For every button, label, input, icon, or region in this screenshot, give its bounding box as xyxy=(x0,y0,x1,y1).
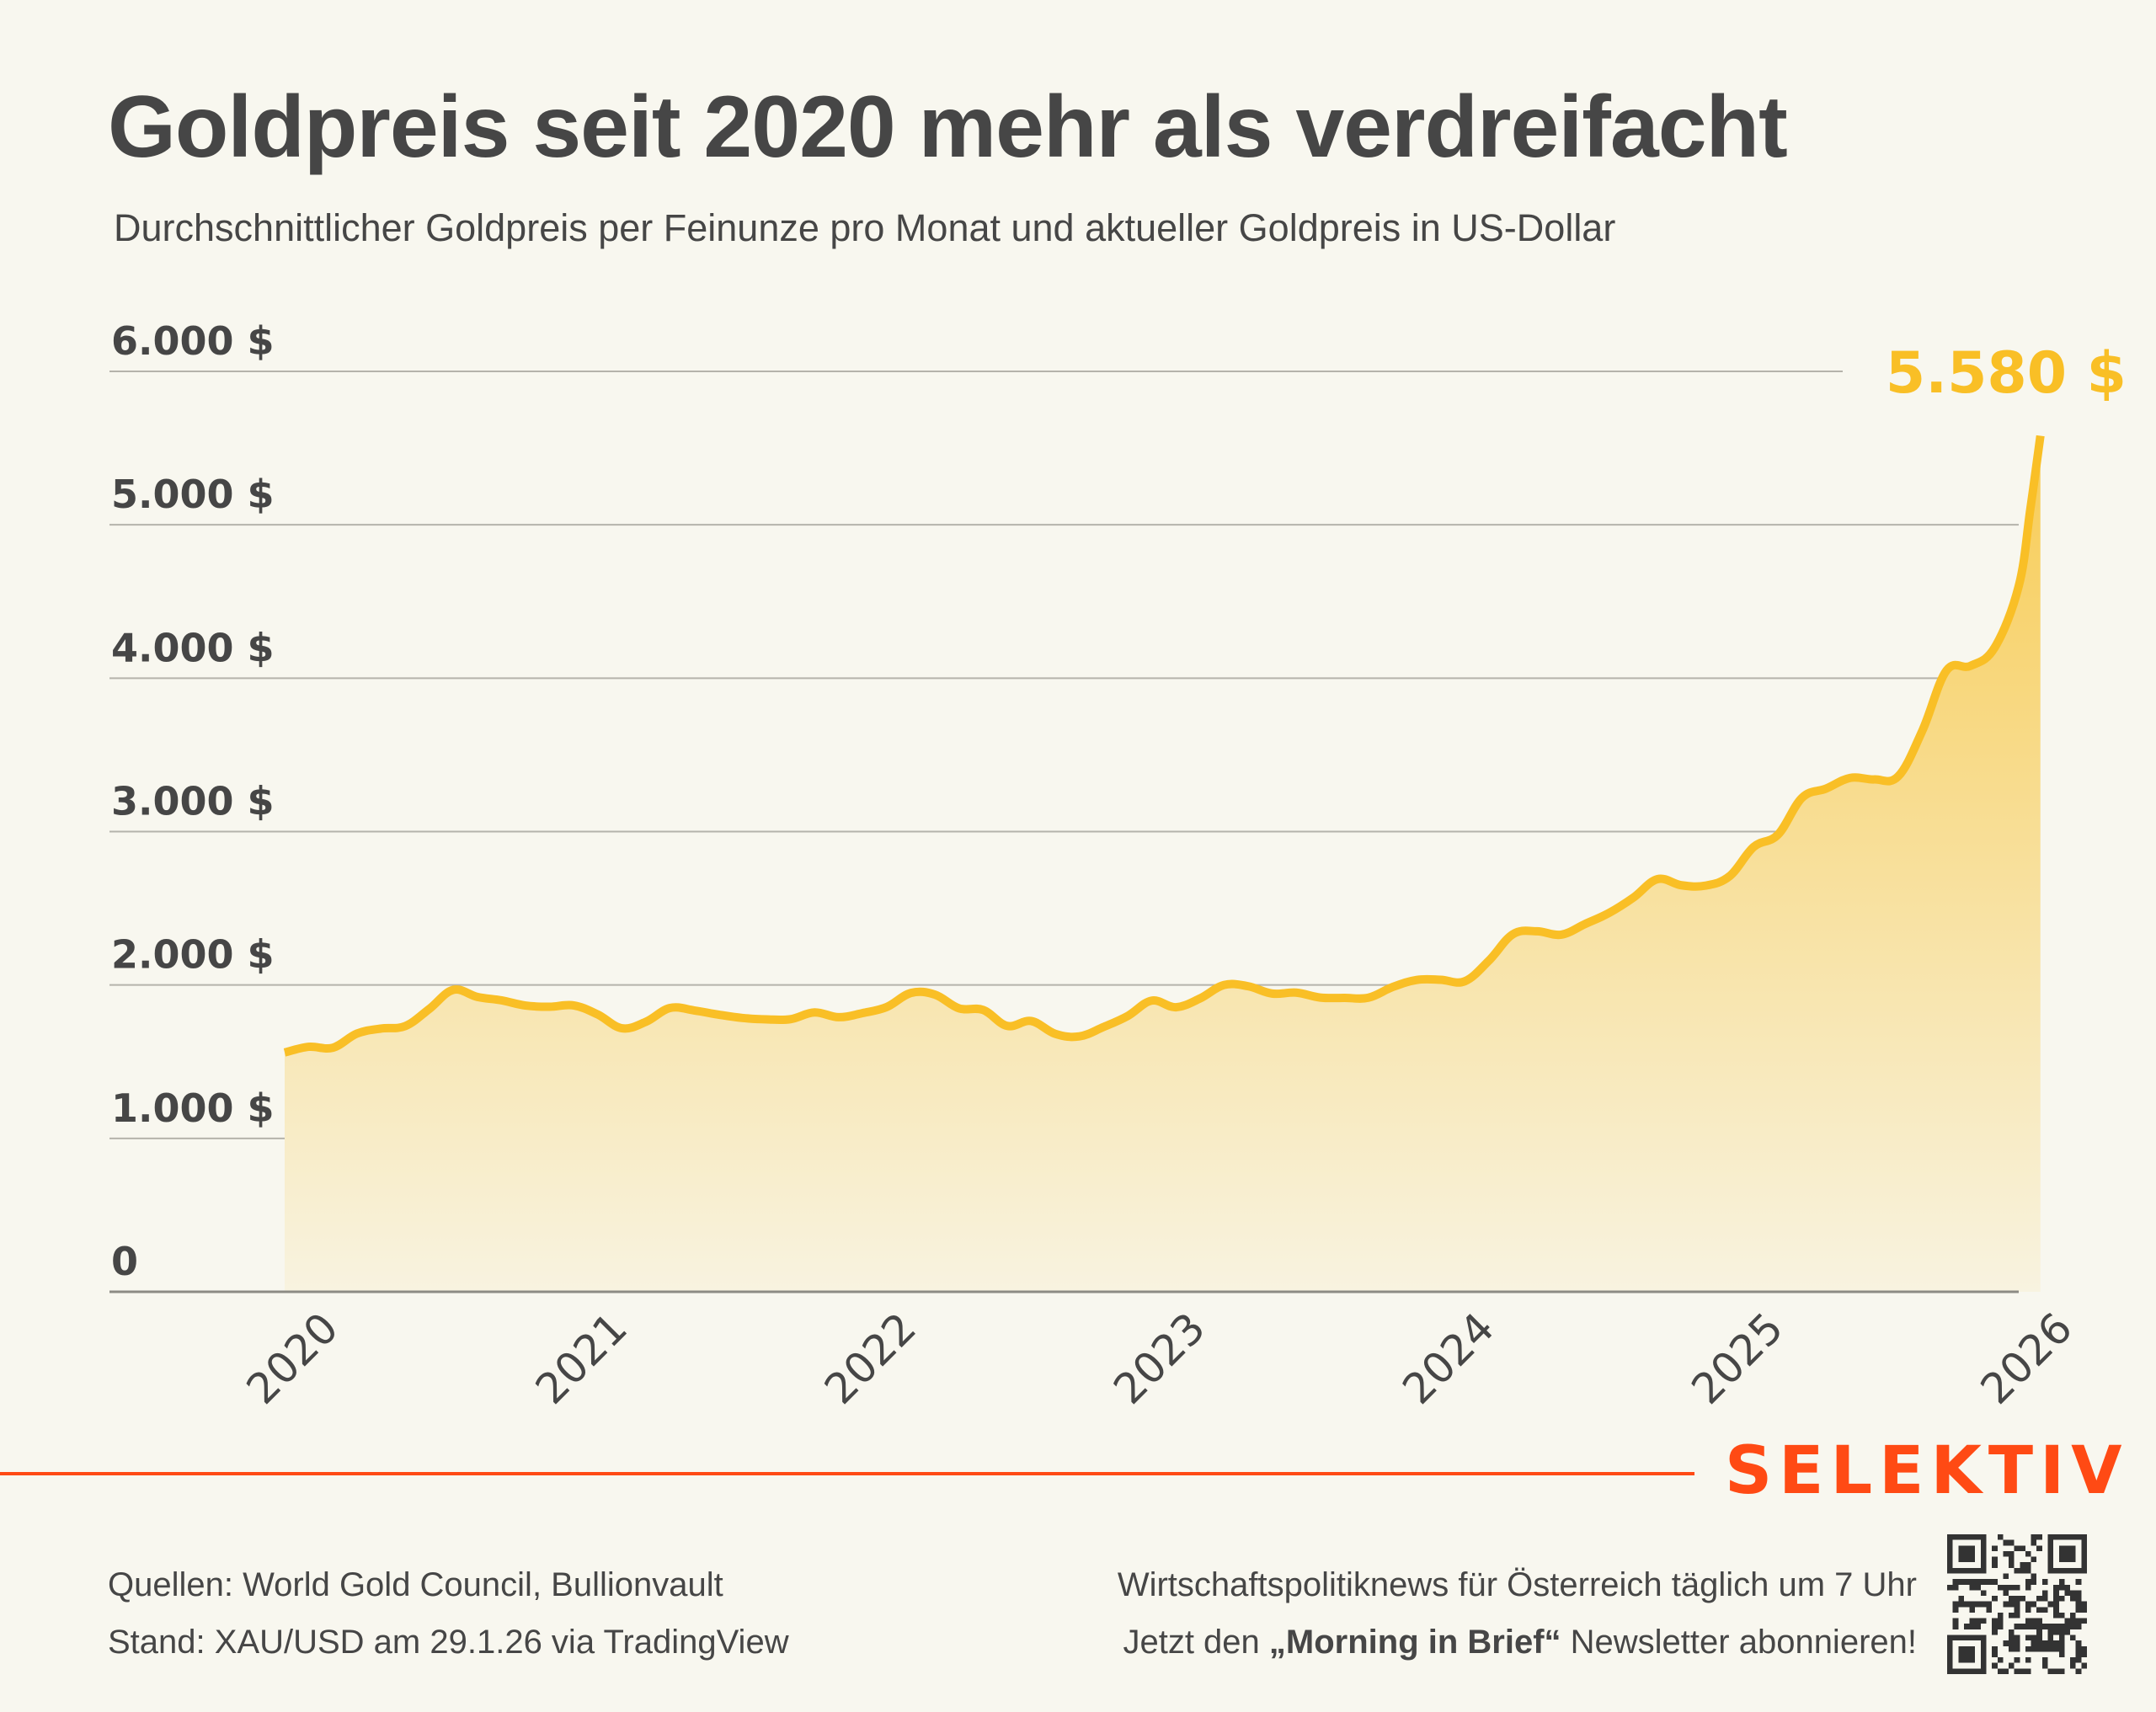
x-tick-label: 2022 xyxy=(815,1304,926,1414)
chart-title: Goldpreis seit 2020 mehr als verdreifach… xyxy=(108,78,1788,176)
brand-logo: SELEKTIV xyxy=(1725,1433,2129,1509)
x-axis-labels: 2020 2021 2022 2023 2024 2025 2026 xyxy=(237,1304,2082,1414)
gold-price-chart: 0 1.000 $ 2.000 $ 3.000 $ 4.000 $ 5.000 $ 6.00… xyxy=(109,318,2127,1414)
sources-line: Quellen: World Gold Council, Bullionvaul… xyxy=(108,1566,723,1603)
y-tick-label: 6.000 $ xyxy=(111,318,275,364)
promo-cta-suffix: Newsletter abonnieren! xyxy=(1561,1624,1917,1661)
y-tick-label: 0 xyxy=(111,1239,138,1284)
x-tick-label: 2024 xyxy=(1393,1304,1503,1414)
y-tick-label: 3.000 $ xyxy=(111,779,275,824)
y-axis-labels: 0 1.000 $ 2.000 $ 3.000 $ 4.000 $ 5.000 $ 6.00… xyxy=(111,318,275,1284)
y-tick-label: 2.000 $ xyxy=(111,932,275,978)
qr-code-icon[interactable] xyxy=(1947,1534,2087,1674)
y-tick-label: 1.000 $ xyxy=(111,1085,275,1131)
price-area-fill xyxy=(285,435,2041,1292)
chart-subtitle: Durchschnittlicher Goldpreis per Feinunz… xyxy=(114,206,1616,249)
newsletter-name: „Morning in Brief“ xyxy=(1268,1624,1561,1661)
y-tick-label: 4.000 $ xyxy=(111,625,275,670)
x-tick-label: 2025 xyxy=(1683,1304,1793,1414)
footer-divider xyxy=(0,1472,1694,1475)
newsletter-promo: Wirtschaftspolitiknews für Österreich tä… xyxy=(1118,1556,1917,1671)
x-tick-label: 2023 xyxy=(1104,1304,1214,1414)
promo-cta: Jetzt den „Morning in Brief“ Newsletter … xyxy=(1118,1613,1917,1671)
data-date-line: Stand: XAU/USD am 29.1.26 via TradingVie… xyxy=(108,1624,789,1661)
price-line xyxy=(283,435,2045,1057)
x-tick-label: 2020 xyxy=(237,1304,348,1414)
promo-tagline: Wirtschaftspolitiknews für Österreich tä… xyxy=(1117,1566,1917,1603)
sources-block: Quellen: World Gold Council, Bullionvaul… xyxy=(108,1556,789,1671)
x-tick-label: 2026 xyxy=(1972,1304,2082,1414)
current-price-label: 5.580 $ xyxy=(1886,340,2127,407)
promo-cta-prefix: Jetzt den xyxy=(1123,1624,1269,1661)
y-tick-label: 5.000 $ xyxy=(111,472,275,517)
x-tick-label: 2021 xyxy=(526,1304,637,1414)
